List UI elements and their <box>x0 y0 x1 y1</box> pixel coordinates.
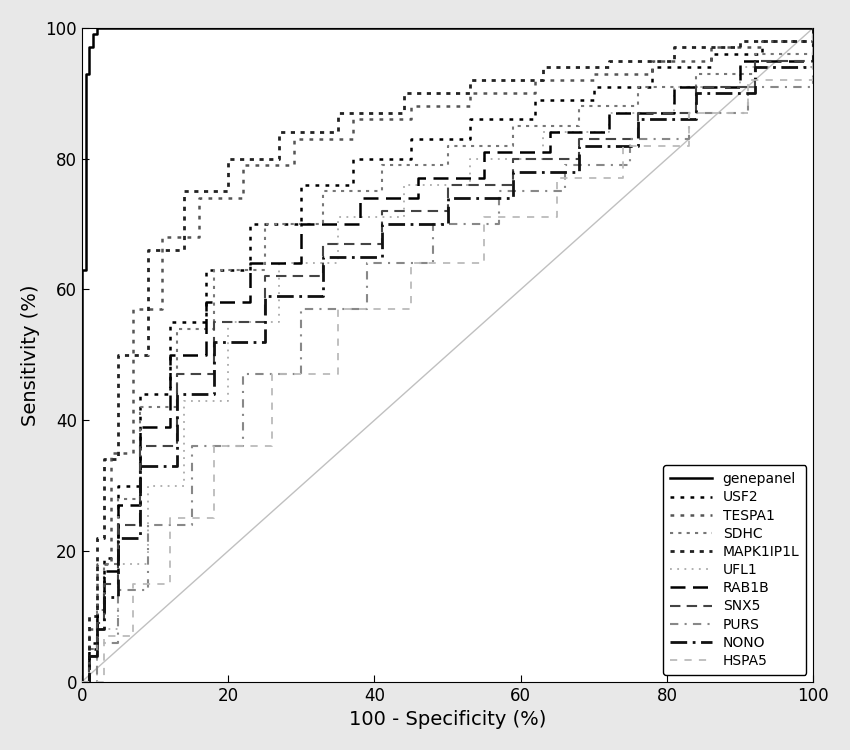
Y-axis label: Sensitivity (%): Sensitivity (%) <box>21 284 40 425</box>
Legend: genepanel, USF2, TESPA1, SDHC, MAPK1IP1L, UFL1, RAB1B, SNX5, PURS, NONO, HSPA5: genepanel, USF2, TESPA1, SDHC, MAPK1IP1L… <box>663 465 807 675</box>
X-axis label: 100 - Specificity (%): 100 - Specificity (%) <box>349 710 547 729</box>
